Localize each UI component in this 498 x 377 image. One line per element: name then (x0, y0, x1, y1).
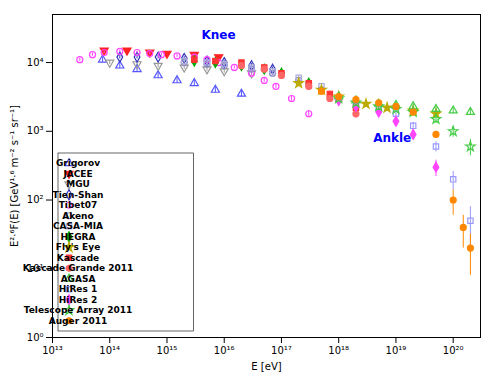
svg-text:10¹⁹: 10¹⁹ (386, 345, 407, 356)
svg-text:Fly's Eye: Fly's Eye (56, 242, 100, 252)
svg-text:Akeno: Akeno (62, 211, 93, 221)
svg-text:Tibet07: Tibet07 (59, 200, 98, 210)
svg-text:E [eV]: E [eV] (251, 361, 281, 372)
svg-text:10¹⁸: 10¹⁸ (328, 345, 349, 356)
svg-text:E²·⁶F(E) [GeV¹·⁶ m⁻² s⁻¹ sr⁻¹]: E²·⁶F(E) [GeV¹·⁶ m⁻² s⁻¹ sr⁻¹] (9, 105, 20, 247)
svg-text:10¹⁵: 10¹⁵ (157, 345, 178, 356)
svg-text:HiRes 2: HiRes 2 (59, 295, 97, 305)
svg-text:MGU: MGU (66, 179, 90, 189)
svg-text:10⁴: 10⁴ (27, 57, 44, 68)
svg-text:Knee: Knee (201, 28, 235, 42)
svg-text:10²⁰: 10²⁰ (443, 345, 464, 356)
svg-text:10¹⁷: 10¹⁷ (271, 345, 292, 356)
svg-text:10¹⁶: 10¹⁶ (214, 345, 235, 356)
svg-text:Kascade Grande 2011: Kascade Grande 2011 (23, 263, 134, 273)
svg-text:JACEE: JACEE (62, 169, 92, 179)
svg-text:HiRes 1: HiRes 1 (59, 284, 97, 294)
svg-text:Tien-Shan: Tien-Shan (53, 190, 104, 200)
svg-text:10⁰: 10⁰ (27, 332, 44, 343)
svg-text:10¹⁴: 10¹⁴ (99, 345, 120, 356)
svg-text:Telescope Array 2011: Telescope Array 2011 (24, 305, 132, 315)
svg-text:10²: 10² (27, 194, 44, 205)
svg-text:Ankle: Ankle (373, 131, 411, 145)
svg-text:AGASA: AGASA (61, 274, 96, 284)
svg-text:Kascade: Kascade (57, 253, 99, 263)
svg-text:Auger 2011: Auger 2011 (49, 316, 108, 326)
svg-text:CASA-MIA: CASA-MIA (53, 221, 103, 231)
svg-text:10³: 10³ (27, 125, 44, 136)
svg-text:Grigorov: Grigorov (56, 158, 100, 168)
svg-text:HEGRA: HEGRA (61, 232, 96, 242)
svg-text:10¹³: 10¹³ (42, 345, 63, 356)
